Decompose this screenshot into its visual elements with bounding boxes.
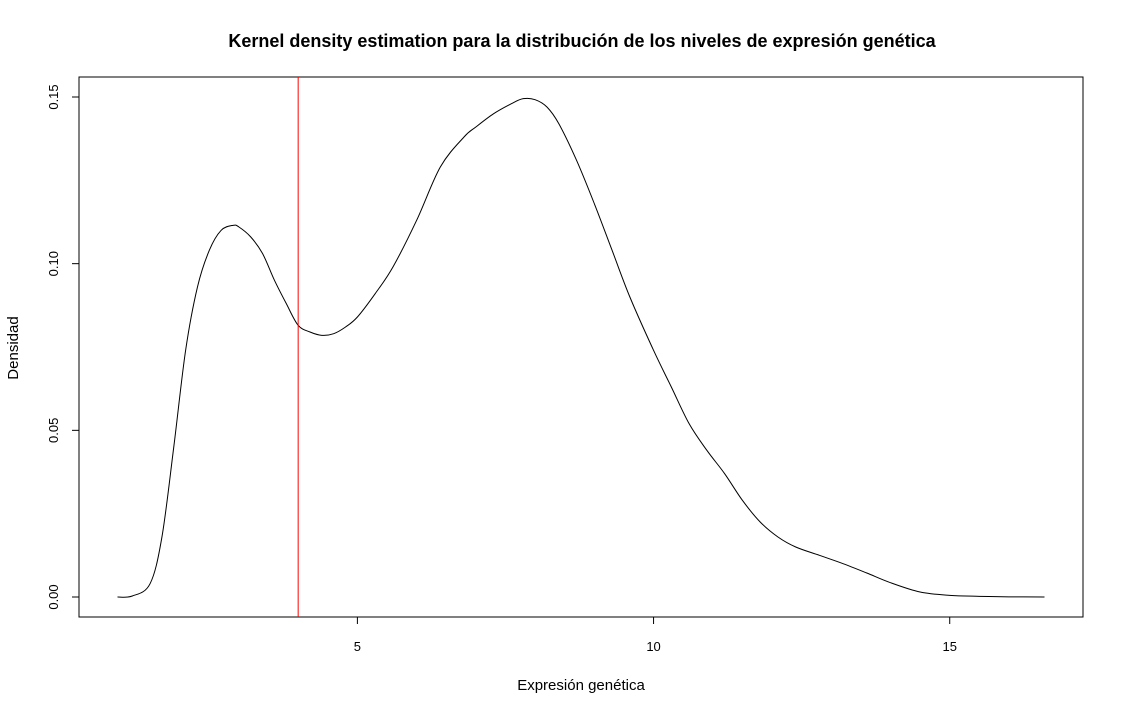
x-tick-label: 5 — [354, 639, 361, 654]
y-axis: 0.00 0.05 0.10 0.15 — [46, 84, 80, 610]
x-tick-label: 15 — [942, 639, 956, 654]
x-axis-label: Expresión genética — [517, 677, 645, 694]
y-tick-label: 0.15 — [46, 84, 61, 109]
y-tick-label: 0.05 — [46, 418, 61, 443]
y-tick-label: 0.00 — [46, 584, 61, 609]
chart-title: Kernel density estimation para la distri… — [228, 31, 936, 51]
plot-frame — [78, 76, 1084, 618]
density-curve — [117, 97, 1045, 598]
x-axis: 5 10 15 — [354, 616, 957, 654]
x-tick-label: 10 — [646, 639, 660, 654]
y-tick-label: 0.10 — [46, 251, 61, 276]
y-axis-label: Densidad — [5, 316, 22, 379]
